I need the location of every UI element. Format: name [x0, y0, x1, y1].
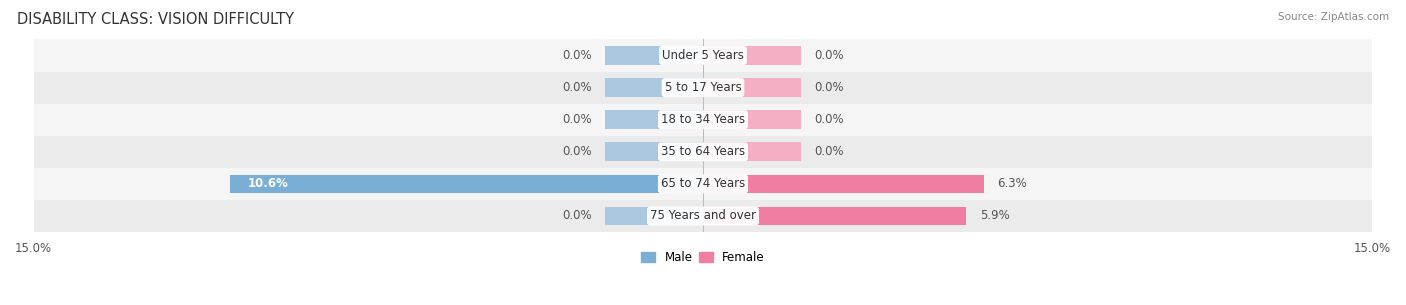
Text: Source: ZipAtlas.com: Source: ZipAtlas.com: [1278, 12, 1389, 22]
Text: 0.0%: 0.0%: [814, 113, 844, 126]
Bar: [703, 207, 966, 225]
Text: 65 to 74 Years: 65 to 74 Years: [661, 178, 745, 190]
Bar: [34, 136, 1372, 168]
Text: 0.0%: 0.0%: [814, 81, 844, 94]
Text: 10.6%: 10.6%: [247, 178, 288, 190]
Text: 5.9%: 5.9%: [980, 210, 1010, 222]
Text: 0.0%: 0.0%: [562, 81, 592, 94]
Text: 0.0%: 0.0%: [562, 145, 592, 158]
Text: 5 to 17 Years: 5 to 17 Years: [665, 81, 741, 94]
Bar: [34, 104, 1372, 136]
Bar: [34, 200, 1372, 232]
Bar: [605, 78, 703, 97]
Text: 0.0%: 0.0%: [562, 210, 592, 222]
Bar: [703, 110, 801, 129]
Bar: [34, 39, 1372, 71]
Text: 0.0%: 0.0%: [562, 113, 592, 126]
Text: 75 Years and over: 75 Years and over: [650, 210, 756, 222]
Text: Under 5 Years: Under 5 Years: [662, 49, 744, 62]
Bar: [703, 142, 801, 161]
Text: 35 to 64 Years: 35 to 64 Years: [661, 145, 745, 158]
Text: 18 to 34 Years: 18 to 34 Years: [661, 113, 745, 126]
Bar: [605, 142, 703, 161]
Bar: [34, 71, 1372, 104]
Legend: Male, Female: Male, Female: [637, 246, 769, 268]
Text: 0.0%: 0.0%: [562, 49, 592, 62]
Text: DISABILITY CLASS: VISION DIFFICULTY: DISABILITY CLASS: VISION DIFFICULTY: [17, 12, 294, 27]
Bar: [703, 174, 984, 193]
Bar: [231, 174, 703, 193]
Bar: [703, 78, 801, 97]
Bar: [605, 207, 703, 225]
Bar: [34, 168, 1372, 200]
Text: 6.3%: 6.3%: [997, 178, 1028, 190]
Bar: [605, 46, 703, 65]
Text: 0.0%: 0.0%: [814, 145, 844, 158]
Text: 0.0%: 0.0%: [814, 49, 844, 62]
Bar: [605, 110, 703, 129]
Bar: [703, 46, 801, 65]
